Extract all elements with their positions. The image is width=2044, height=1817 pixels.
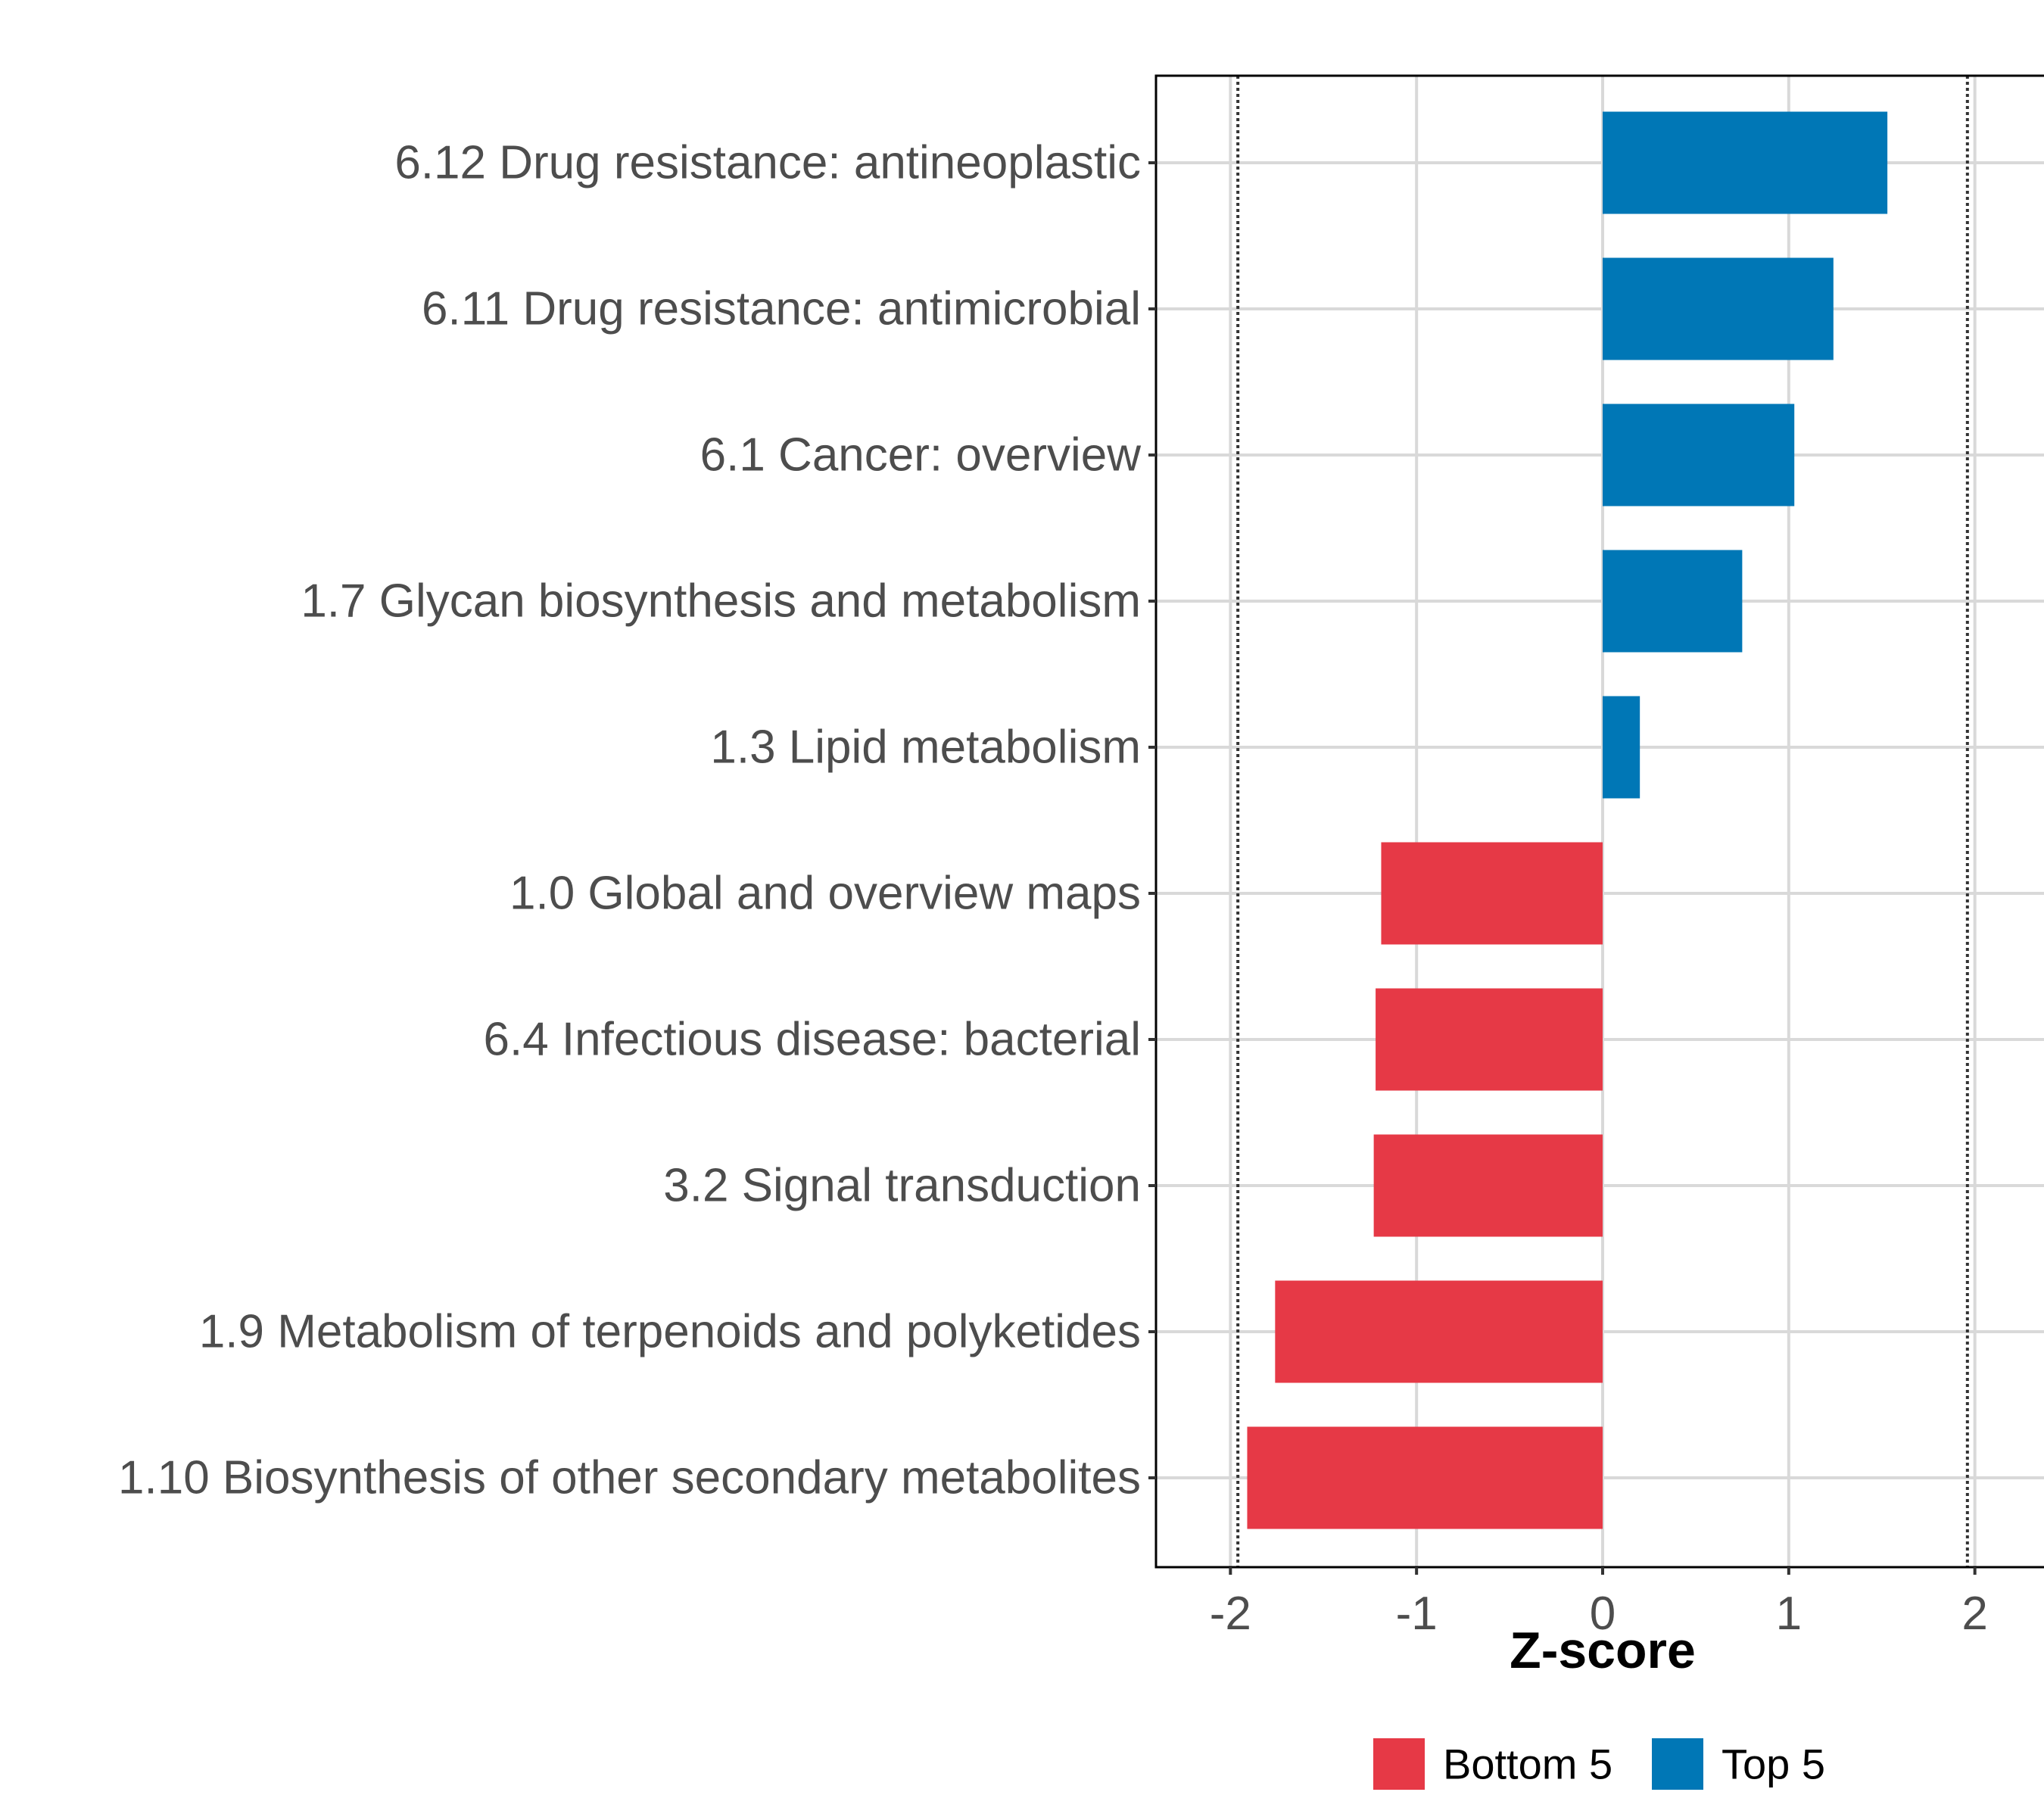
x-tick-label: 0 [1590,1588,1616,1640]
x-tick-label: 1 [1776,1588,1802,1640]
bar [1603,404,1795,506]
x-tick-label: 2 [1961,1588,1987,1640]
y-tick-label: 1.9 Metabolism of terpenoids and polyket… [199,1306,1141,1358]
bars [1247,111,1888,1529]
y-axis: 6.12 Drug resistance: antineoplastic 6.11… [118,137,1156,1504]
y-tick-label: 1.10 Biosynthesis of other secondary met… [118,1452,1141,1504]
bar [1603,550,1743,653]
x-axis-title: Z-score [1510,1622,1696,1679]
legend-key [1373,1738,1425,1790]
bar [1373,1134,1603,1237]
bar [1603,257,1834,360]
y-tick-label: 3.2 Signal transduction [663,1160,1141,1212]
y-tick-label: 6.11 Drug resistance: antimicrobial [422,283,1141,335]
y-tick-label: 1.7 Glycan biosynthesis and metabolism [301,575,1141,628]
bar [1275,1280,1603,1383]
bar [1603,696,1640,799]
bar [1603,111,1888,214]
bar [1381,842,1603,945]
y-tick-label: 1.0 Global and overview maps [509,868,1141,920]
x-tick-label: -2 [1210,1588,1251,1640]
y-tick-label: 1.3 Lipid metabolism [710,722,1141,774]
y-tick-label: 6.1 Cancer: overview [700,429,1142,482]
y-tick-label: 6.12 Drug resistance: antineoplastic [394,137,1141,189]
bar [1247,1426,1603,1529]
legend-label: Bottom 5 [1443,1741,1612,1788]
legend-key [1652,1738,1703,1790]
x-axis: -2 -1 0 1 2 [1210,1567,1988,1640]
bar [1376,988,1603,1091]
reference-lines [1236,76,1969,1567]
y-tick-label: 6.4 Infectious disease: bacterial [483,1014,1141,1066]
legend: Bottom 5 Top 5 [1373,1738,1825,1790]
x-tick-label: -1 [1396,1588,1438,1640]
legend-label: Top 5 [1722,1741,1825,1788]
